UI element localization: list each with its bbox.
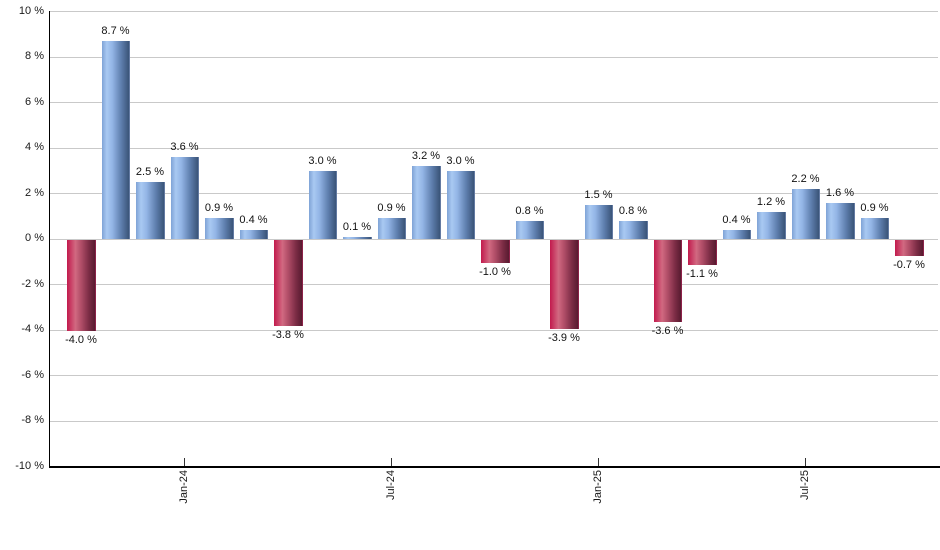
y-axis-tick-label: -8 % (21, 414, 44, 427)
bar (170, 157, 200, 239)
bar-value-label: -1.0 % (479, 265, 511, 278)
bar-value-label: 1.6 % (825, 186, 855, 199)
y-axis-tick-label: 6 % (25, 95, 44, 108)
y-axis-tick-label: 0 % (25, 232, 44, 245)
y-gridline (50, 329, 938, 331)
y-axis-tick-label: 8 % (25, 50, 44, 63)
bar-value-label: 1.5 % (584, 188, 613, 201)
x-axis-tick-mark (184, 458, 185, 467)
bar (274, 239, 303, 327)
bar-value-label: -4.0 % (65, 333, 97, 346)
y-axis-line (48, 11, 50, 468)
bar (67, 239, 96, 331)
bar-value-label: 0.4 % (239, 213, 268, 226)
bar (791, 188, 821, 239)
bar (446, 170, 476, 239)
bar (377, 218, 407, 239)
bar (722, 229, 752, 239)
y-axis-tick-label: -2 % (21, 277, 44, 290)
y-gridline (50, 147, 938, 149)
bar (688, 239, 717, 265)
x-axis-tick-mark (391, 458, 392, 467)
bar-value-label: 0.8 % (515, 204, 544, 217)
y-gridline (50, 420, 938, 422)
bar-value-label: 8.7 % (101, 24, 130, 37)
x-axis-line (48, 465, 940, 468)
y-axis-tick-label: -4 % (21, 323, 44, 336)
bar (550, 239, 579, 329)
x-axis-tick-label: Jan-24 (178, 470, 190, 505)
y-axis-tick-label: 4 % (25, 141, 44, 154)
bar-value-label: 1.2 % (756, 195, 786, 208)
bar-value-label: -0.7 % (893, 258, 925, 271)
bar (895, 239, 924, 256)
x-axis-tick-label: Jul-24 (385, 470, 397, 501)
x-axis-tick-mark (805, 458, 806, 467)
y-gridline (50, 193, 938, 195)
y-axis-tick-label: -6 % (21, 368, 44, 381)
bar-value-label: 0.8 % (618, 204, 648, 217)
bar-value-label: 0.9 % (377, 202, 406, 215)
bar (826, 202, 855, 239)
y-gridline (50, 375, 938, 377)
bar (481, 239, 510, 263)
bar (584, 204, 614, 239)
bar-value-label: -3.6 % (651, 324, 684, 337)
bar-value-label: 0.1 % (342, 220, 372, 233)
y-axis-tick-label: 2 % (25, 186, 44, 199)
bar (860, 218, 890, 239)
bar-value-label: 3.2 % (411, 150, 441, 163)
x-axis-tick-label: Jan-25 (592, 470, 604, 505)
y-axis-tick-label: -10 % (15, 459, 44, 472)
bar (412, 166, 441, 239)
bar-value-label: 0.9 % (204, 202, 234, 215)
x-axis-tick-mark (598, 458, 599, 467)
bar (101, 40, 131, 239)
bar-value-label: 0.4 % (722, 213, 751, 226)
y-gridline (50, 238, 938, 240)
bar-value-label: 2.5 % (135, 166, 165, 179)
bar-value-label: -3.9 % (548, 331, 580, 344)
bar (239, 229, 269, 239)
x-axis-tick-label: Jul-25 (799, 470, 811, 501)
y-gridline (50, 56, 938, 58)
bar (653, 239, 683, 322)
bar (343, 236, 372, 239)
bar-value-label: 3.0 % (308, 154, 337, 167)
bar-value-label: 3.0 % (446, 154, 475, 167)
bar (308, 170, 338, 239)
bar (515, 220, 545, 239)
bar (757, 211, 786, 239)
y-gridline (50, 284, 938, 286)
y-axis-tick-label: 10 % (18, 4, 44, 17)
bar-value-label: 2.2 % (791, 172, 820, 185)
bar-value-label: -3.8 % (272, 329, 304, 342)
bar-value-label: 3.6 % (170, 141, 199, 153)
y-gridline (50, 102, 938, 104)
bar (205, 218, 234, 239)
bar (136, 182, 165, 239)
bar-value-label: 0.9 % (860, 202, 889, 215)
bar (619, 220, 648, 239)
y-gridline (50, 11, 938, 13)
bar-value-label: -1.1 % (686, 267, 718, 280)
